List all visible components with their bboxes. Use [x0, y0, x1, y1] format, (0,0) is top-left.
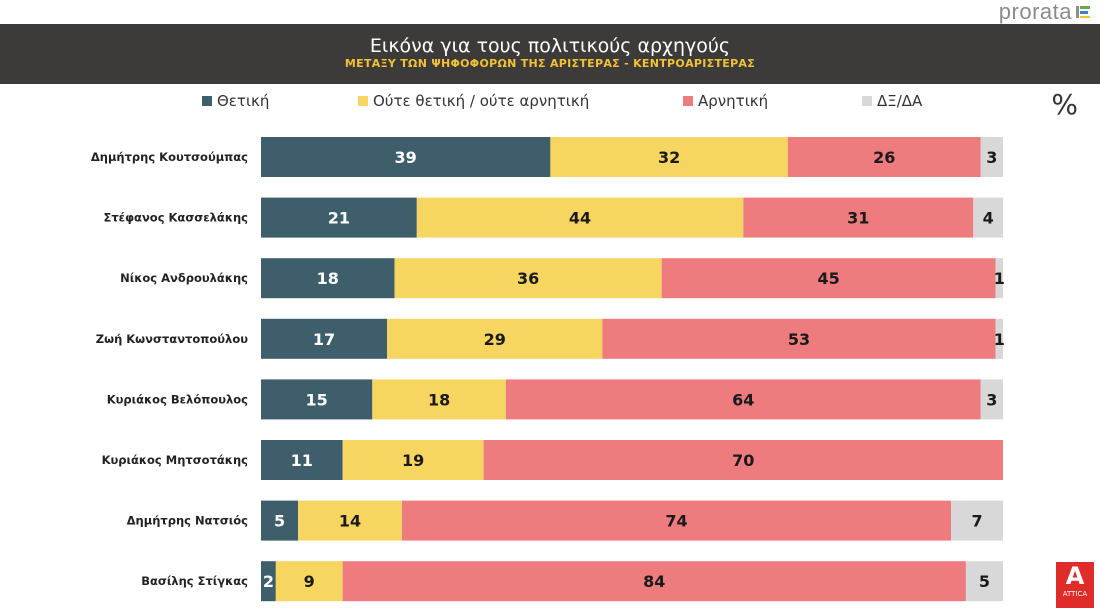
data-label-negative: 70: [732, 451, 754, 470]
data-label-positive: 15: [306, 390, 328, 409]
chart-title: Εικόνα για τους πολιτικούς αρχηγούς: [369, 35, 731, 57]
category-label: Κυριάκος Βελόπουλος: [107, 392, 248, 406]
prorata-logo: prorata: [999, 0, 1092, 24]
bar-segment-negative: [787, 137, 981, 177]
data-label-neutral: 32: [658, 148, 680, 167]
data-label-negative: 64: [732, 390, 754, 409]
data-label-negative: 84: [643, 572, 665, 591]
data-label-dk: 1: [994, 330, 1005, 349]
data-label-dk: 4: [983, 209, 994, 228]
bar-segment-neutral: [372, 379, 506, 420]
data-label-dk: 3: [986, 390, 997, 409]
chart-header: Εικόνα για τους πολιτικούς αρχηγούς ΜΕΤΑ…: [0, 24, 1100, 84]
legend-swatch-negative: [683, 96, 693, 106]
bar-segment-negative: [401, 500, 952, 541]
bar-segment-dk: [973, 197, 1003, 238]
bar-segment-dk: [980, 379, 1003, 420]
data-label-positive: 39: [395, 148, 417, 167]
legend-item-neutral: Ούτε θετική / ούτε αρνητική: [358, 92, 589, 110]
brand-name: prorata: [998, 0, 1072, 24]
bar-segment-dk: [995, 318, 1003, 359]
bar-segment-neutral: [394, 258, 662, 299]
data-label-positive: 2: [263, 572, 274, 591]
data-label-negative: 26: [873, 148, 895, 167]
data-label-positive: 11: [291, 451, 313, 470]
legend-swatch-neutral: [358, 96, 368, 106]
chart-subtitle: ΜΕΤΑΞΥ ΤΩΝ ΨΗΦΟΦΟΡΩΝ ΤΗΣ ΑΡΙΣΤΕΡΑΣ - ΚΕΝ…: [344, 57, 756, 70]
data-label-neutral: 19: [402, 451, 424, 470]
attica-logo-letter: A: [1065, 562, 1085, 590]
bar-segment-positive: [261, 379, 373, 420]
bar-segment-negative: [661, 258, 996, 299]
legend-swatch-dk: [862, 96, 872, 106]
legend-item-positive: Θετική: [202, 92, 269, 110]
data-label-neutral: 29: [484, 330, 506, 349]
bar-segment-neutral: [550, 137, 788, 177]
bar-segment-negative: [483, 440, 1004, 480]
bar-segment-neutral: [275, 561, 343, 602]
bar-segment-positive: [261, 318, 388, 359]
category-label: Ζωή Κωνσταντοπούλου: [96, 332, 248, 346]
data-label-dk: 7: [971, 512, 982, 531]
data-label-positive: 21: [328, 209, 350, 228]
data-label-positive: 17: [313, 330, 335, 349]
legend-item-dk: ΔΞ/ΔΑ: [862, 92, 922, 110]
bar-segment-negative: [743, 197, 974, 238]
data-label-negative: 74: [665, 512, 687, 531]
category-label: Βασίλης Στίγκας: [141, 574, 248, 588]
bar-segment-positive: [261, 197, 417, 238]
legend-label-dk: ΔΞ/ΔΑ: [877, 92, 923, 110]
bar-segment-neutral: [416, 197, 744, 238]
data-label-positive: 5: [274, 512, 285, 531]
bar-segment-neutral: [387, 318, 603, 359]
bar-segment-dk: [951, 500, 1003, 541]
category-label: Στέφανος Κασσελάκης: [103, 211, 248, 225]
attica-logo-text: ATTICA: [1062, 590, 1088, 598]
data-label-dk: 3: [986, 148, 997, 167]
data-label-neutral: 18: [428, 390, 450, 409]
legend: Θετική Ούτε θετική / ούτε αρνητική Αρνητ…: [0, 92, 1100, 116]
bar-segment-neutral: [342, 440, 484, 480]
bar-segment-positive: [261, 500, 299, 541]
legend-label-negative: Αρνητική: [698, 92, 769, 110]
legend-label-positive: Θετική: [217, 92, 270, 110]
category-label: Δημήτρης Νατσιός: [127, 514, 249, 528]
bar-segment-negative: [602, 318, 996, 359]
data-label-neutral: 14: [339, 512, 361, 531]
percent-unit-label: %: [1051, 88, 1078, 121]
legend-item-negative: Αρνητική: [683, 92, 768, 110]
bar-segment-positive: [261, 258, 395, 299]
bar-segment-negative: [505, 379, 981, 420]
category-label: Νίκος Ανδρουλάκης: [120, 271, 248, 285]
data-label-positive: 18: [317, 269, 339, 288]
data-label-neutral: 36: [517, 269, 539, 288]
category-label: Δημήτρης Κουτσούμπας: [91, 150, 248, 164]
bar-segment-neutral: [298, 500, 402, 541]
bar-segment-dk: [965, 561, 1003, 602]
legend-label-neutral: Ούτε θετική / ούτε αρνητική: [373, 92, 590, 110]
data-label-negative: 45: [817, 269, 839, 288]
data-label-negative: 53: [788, 330, 810, 349]
bar-segment-negative: [342, 561, 966, 602]
bar-segment-positive: [261, 440, 343, 480]
bar-segment-positive: [261, 137, 551, 177]
legend-swatch-positive: [202, 96, 212, 106]
data-label-neutral: 44: [569, 209, 591, 228]
data-label-negative: 31: [847, 209, 869, 228]
attica-channel-logo: A ATTICA: [1056, 562, 1094, 608]
category-label: Κυριάκος Μητσοτάκης: [102, 453, 249, 467]
bar-segment-positive: [261, 561, 276, 602]
data-label-dk: 5: [979, 572, 990, 591]
data-label-neutral: 9: [304, 572, 315, 591]
data-label-dk: 1: [994, 269, 1005, 288]
bar-segment-dk: [995, 258, 1003, 299]
brand-bars-icon: [1076, 6, 1090, 18]
bar-segment-dk: [980, 137, 1003, 177]
